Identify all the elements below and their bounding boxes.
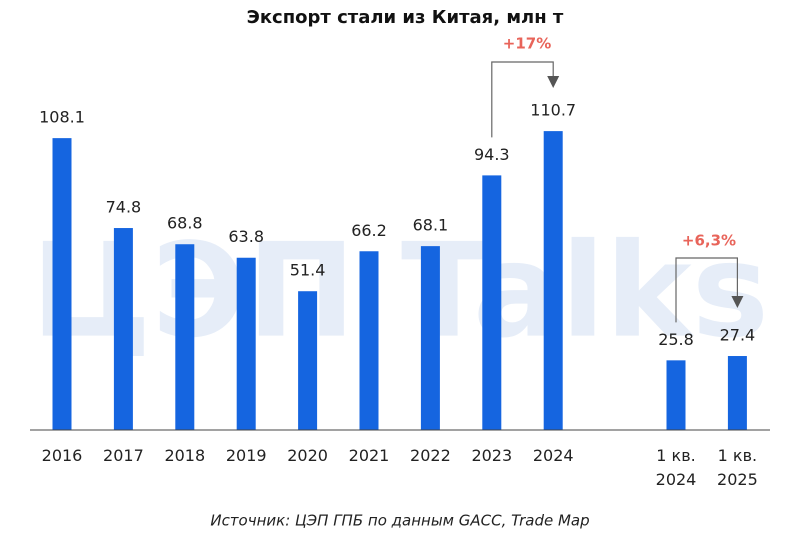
source: Источник: ЦЭП ГПБ по данным GACC, Trade … <box>210 512 589 530</box>
arrow-head <box>547 76 560 88</box>
x-tick-label: 2024 <box>532 446 574 465</box>
value-label: 68.1 <box>413 216 449 235</box>
x-tick-label: 2018 <box>164 446 206 465</box>
bar <box>113 228 133 430</box>
x-tick-label: 1 кв. 2024 <box>655 446 697 489</box>
value-label: 94.3 <box>474 145 510 164</box>
arrow-head <box>731 296 744 308</box>
x-tick-label: 2021 <box>348 446 390 465</box>
bar <box>298 291 318 430</box>
bar <box>420 246 440 430</box>
bar <box>543 131 563 431</box>
value-label: 27.4 <box>720 326 756 345</box>
bar <box>52 138 72 430</box>
value-label: 66.2 <box>351 221 387 240</box>
x-tick-label: 2016 <box>41 446 83 465</box>
x-tick-label: 2017 <box>103 446 144 465</box>
bar <box>236 257 256 430</box>
x-tick-label: 2019 <box>225 446 267 465</box>
bar <box>727 356 747 430</box>
value-label: 25.8 <box>658 330 694 349</box>
x-tick-label: 1 кв. 2025 <box>717 446 758 489</box>
x-tick-label: 2023 <box>471 446 513 465</box>
value-label: 74.8 <box>106 198 142 217</box>
bar <box>175 244 195 430</box>
change-label: +6,3% <box>682 232 736 250</box>
value-label: 68.8 <box>167 214 203 233</box>
chart-title: Экспорт стали из Китая, млн т <box>247 7 564 28</box>
value-label: 108.1 <box>39 108 85 127</box>
bar <box>666 360 686 430</box>
bar <box>359 251 379 430</box>
value-label: 110.7 <box>530 101 576 120</box>
x-tick-label: 2020 <box>287 446 328 465</box>
watermark: ЦЭП Talks <box>31 215 769 367</box>
change-bracket <box>491 61 554 138</box>
change-label: +17% <box>503 35 551 53</box>
change-bracket <box>675 257 738 323</box>
bar <box>482 175 502 430</box>
value-label: 63.8 <box>228 227 264 246</box>
x-tick-label: 2022 <box>410 446 451 465</box>
value-label: 51.4 <box>290 261 326 280</box>
